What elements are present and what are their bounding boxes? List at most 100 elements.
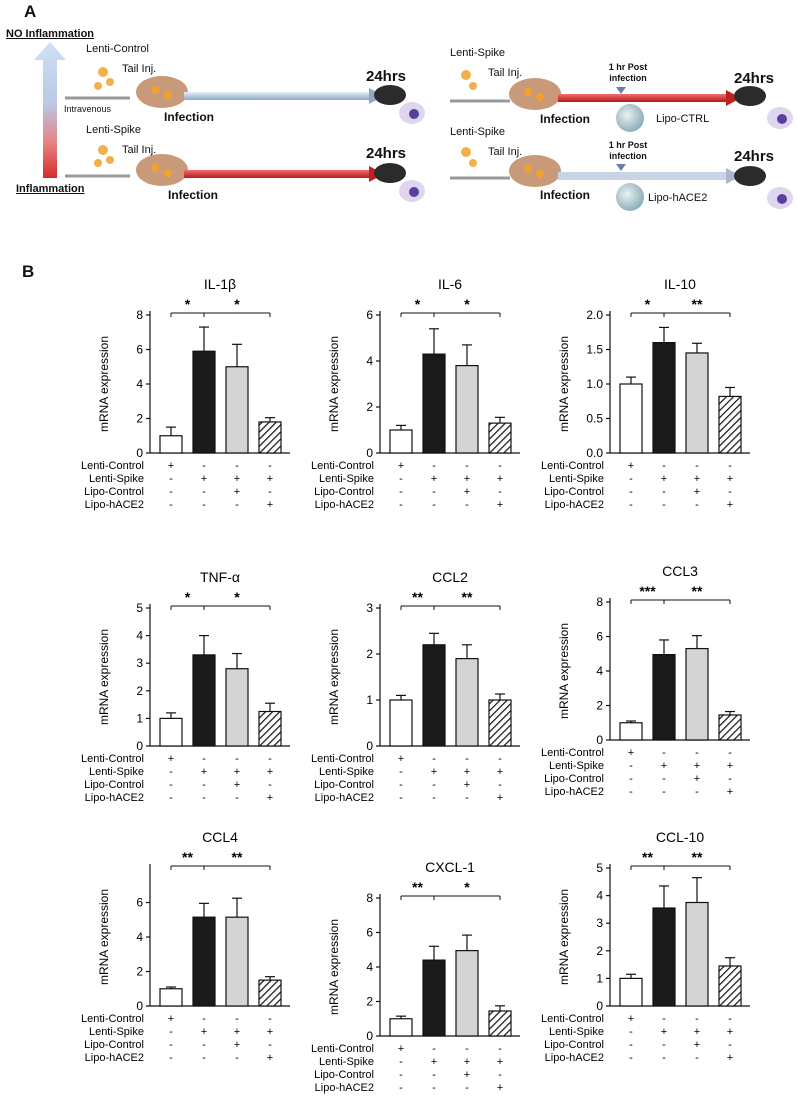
y-tick-label: 2 xyxy=(136,684,143,698)
treatment-mark: + xyxy=(727,499,733,511)
significance-label: * xyxy=(645,296,651,312)
chart-panel: IL-10 mRNA expression 0.0 0.5 1.0 1.5 2.0 * ** Le… xyxy=(522,275,772,525)
significance-label: ** xyxy=(182,849,193,865)
treatment-mark: - xyxy=(465,1082,469,1094)
significance-label: * xyxy=(415,296,421,312)
treatment-row-label: Lenti-Spike xyxy=(89,473,144,485)
treatment-mark: - xyxy=(662,786,666,798)
bar xyxy=(619,722,643,741)
bar xyxy=(225,366,249,454)
bar xyxy=(159,717,183,747)
chart-title: CCL4 xyxy=(202,829,238,845)
treatment-row-label: Lipo-Control xyxy=(314,486,374,498)
treatment-mark: + xyxy=(267,499,273,511)
right-row2-graphic xyxy=(450,147,793,211)
significance-label: * xyxy=(464,296,470,312)
y-tick-label: 3 xyxy=(596,916,603,930)
treatment-mark: - xyxy=(629,1052,633,1064)
left-row1-graphic xyxy=(65,67,425,124)
significance-label: ** xyxy=(692,849,703,865)
treatment-mark: - xyxy=(169,766,173,778)
tail-inj-label-3: Tail Inj. xyxy=(488,67,523,79)
bar xyxy=(192,916,216,1007)
y-tick-label: 2 xyxy=(366,995,373,1009)
lenti-spike-label-3: Lenti-Spike xyxy=(450,126,506,138)
treatment-mark: - xyxy=(268,1039,272,1051)
treatment-mark: + xyxy=(431,766,437,778)
chart-title: IL-6 xyxy=(438,276,462,292)
intravenous-label: Intravenous xyxy=(64,104,112,114)
treatment-mark: + xyxy=(431,1056,437,1068)
y-tick-label: 8 xyxy=(136,308,143,322)
y-tick-label: 3 xyxy=(366,601,373,615)
infection-label-4: Infection xyxy=(540,188,590,202)
y-tick-label: 0 xyxy=(596,733,603,747)
treatment-mark: - xyxy=(399,486,403,498)
treatment-mark: - xyxy=(498,1043,502,1055)
treatment-mark: - xyxy=(465,1043,469,1055)
treatment-row-label: Lenti-Control xyxy=(541,1013,604,1025)
treatment-mark: + xyxy=(464,766,470,778)
significance-label: *** xyxy=(639,583,656,599)
y-tick-label: 2.0 xyxy=(586,308,603,322)
chart-title: CCL3 xyxy=(662,563,698,579)
treatment-mark: - xyxy=(629,1039,633,1051)
infection-label-3: Infection xyxy=(540,112,590,126)
chart-panel: CCL2 mRNA expression 0 1 2 3 ** ** Lenti-Control… xyxy=(292,568,542,818)
treatment-row-label: Lipo-hACE2 xyxy=(545,1052,604,1064)
bar xyxy=(685,647,709,741)
y-tick-label: 2 xyxy=(136,965,143,979)
treatment-mark: - xyxy=(432,792,436,804)
y-tick-label: 5 xyxy=(136,601,143,615)
bar xyxy=(718,714,742,741)
bar xyxy=(389,1018,413,1037)
treatment-mark: + xyxy=(694,1039,700,1051)
chart-panel: CCL3 mRNA expression 0 2 4 6 8 *** ** Lenti-Contr… xyxy=(522,562,772,812)
bar xyxy=(258,979,282,1007)
treatment-mark: + xyxy=(168,753,174,765)
chart-title: TNF-α xyxy=(200,569,240,585)
tail-inj-label-2: Tail Inj. xyxy=(122,144,157,156)
treatment-row-label: Lenti-Control xyxy=(541,460,604,472)
lenti-control-label: Lenti-Control xyxy=(86,43,149,55)
treatment-mark: + xyxy=(234,1026,240,1038)
bar xyxy=(619,383,643,454)
bar xyxy=(422,644,446,747)
treatment-mark: - xyxy=(268,460,272,472)
bar xyxy=(455,657,479,747)
chart-panel: CXCL-1 mRNA expression 0 2 4 6 8 ** * Lenti-Contr… xyxy=(292,858,542,1108)
treatment-mark: + xyxy=(727,473,733,485)
treatment-mark: - xyxy=(662,1013,666,1025)
treatment-mark: + xyxy=(661,1026,667,1038)
y-tick-label: 2 xyxy=(366,647,373,661)
treatment-mark: - xyxy=(235,460,239,472)
treatment-mark: - xyxy=(629,1026,633,1038)
treatment-mark: - xyxy=(662,1052,666,1064)
bar xyxy=(258,421,282,454)
bar xyxy=(619,977,643,1007)
treatment-mark: - xyxy=(662,747,666,759)
treatment-mark: - xyxy=(202,486,206,498)
significance-label: ** xyxy=(692,296,703,312)
y-tick-label: 6 xyxy=(366,308,373,322)
treatment-mark: + xyxy=(201,1026,207,1038)
bar xyxy=(389,429,413,454)
infection-label-1: Infection xyxy=(164,110,214,124)
y-tick-label: 2 xyxy=(596,944,603,958)
y-axis-label: mRNA expression xyxy=(557,889,571,985)
significance-label: ** xyxy=(642,849,653,865)
treatment-mark: - xyxy=(268,486,272,498)
treatment-mark: - xyxy=(432,1069,436,1081)
treatment-mark: - xyxy=(268,753,272,765)
hrs24-label-3: 24hrs xyxy=(734,70,775,87)
chart-title: CXCL-1 xyxy=(425,859,475,875)
lenti-spike-label-1: Lenti-Spike xyxy=(86,124,142,136)
chart-panel: IL-1β mRNA expression 0 2 4 6 8 * * Lenti-Control… xyxy=(62,275,312,525)
y-tick-label: 4 xyxy=(366,960,373,974)
treatment-mark: - xyxy=(629,760,633,772)
bar xyxy=(718,395,742,454)
treatment-mark: - xyxy=(662,499,666,511)
treatment-mark: - xyxy=(498,460,502,472)
y-axis-label: mRNA expression xyxy=(557,336,571,432)
